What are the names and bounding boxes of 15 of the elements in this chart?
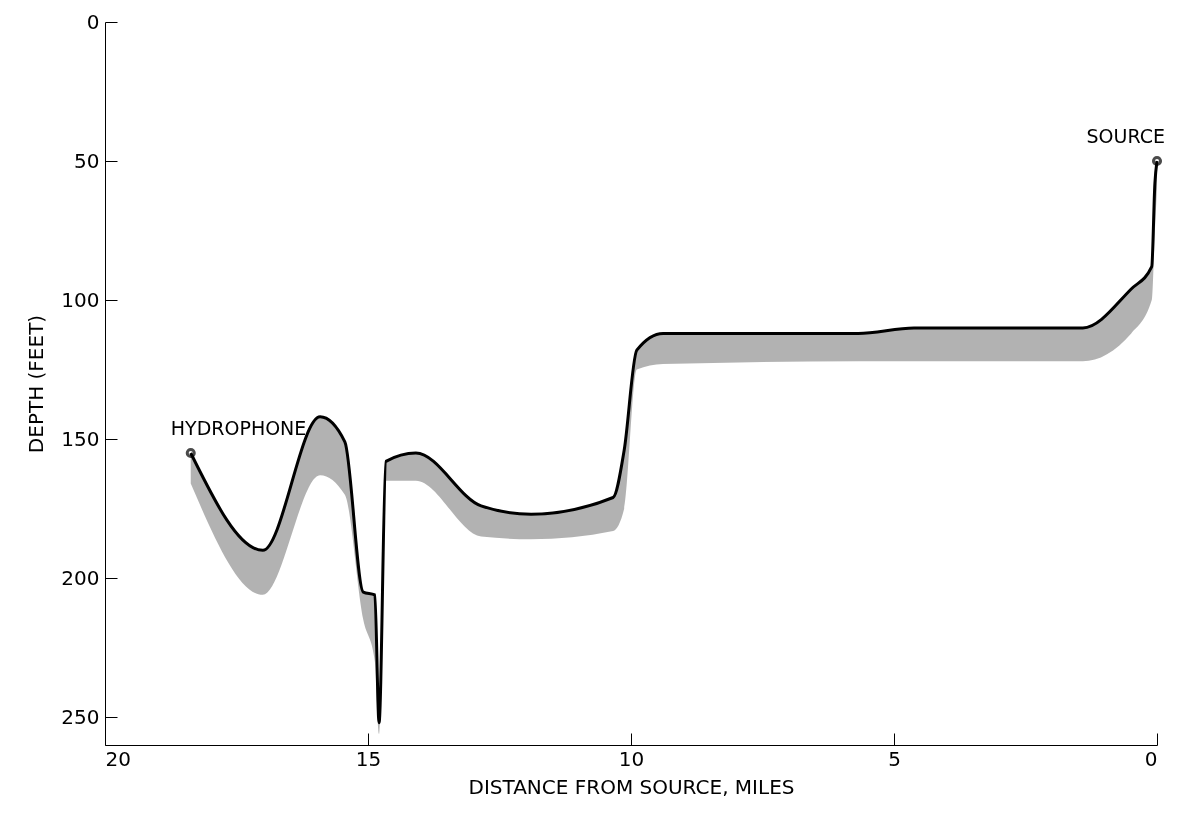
x-tick-label: 5	[888, 746, 901, 771]
x-tick-label: 10	[618, 746, 645, 771]
x-axis-title: DISTANCE FROM SOURCE, MILES	[468, 774, 795, 799]
x-tick-label: 15	[355, 746, 382, 771]
y-tick-label: 50	[74, 148, 100, 173]
y-tick-label: 0	[86, 9, 100, 34]
x-tick-label: 20	[105, 746, 131, 771]
y-axis-title: DEPTH (FEET)	[24, 314, 49, 454]
y-tick-label: 100	[61, 287, 100, 312]
x-tick-label: 0	[1144, 746, 1158, 771]
y-tick-label: 150	[61, 426, 100, 451]
annotation: HYDROPHONE	[170, 417, 307, 440]
y-tick-label: 250	[61, 704, 100, 729]
annotation: SOURCE	[1086, 125, 1165, 148]
y-tick-label: 200	[61, 565, 100, 590]
